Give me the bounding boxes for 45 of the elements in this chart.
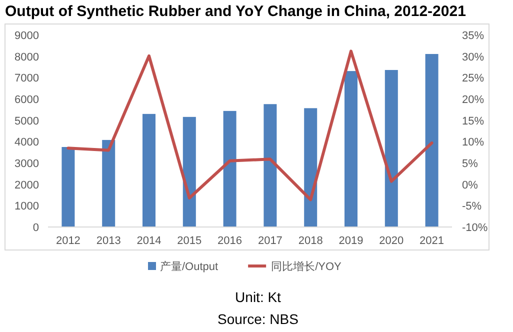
x-tick-label: 2020: [379, 235, 404, 247]
y2-tick-label: -10%: [462, 222, 488, 234]
y2-tick-label: 25%: [462, 72, 484, 85]
y-tick-label: 0: [32, 222, 39, 234]
bar: [304, 108, 318, 227]
y2-tick-label: 20%: [462, 94, 484, 106]
y-tick-label: 4000: [14, 136, 39, 149]
bar: [142, 114, 156, 227]
y-tick-label: 8000: [14, 51, 39, 64]
y2-tick-label: 0%: [462, 179, 478, 192]
y2-tick-label: 15%: [462, 115, 484, 128]
x-tick-label: 2018: [298, 235, 323, 247]
legend-label: 产量/Output: [160, 260, 218, 273]
legend-label: 同比增长/YOY: [271, 260, 342, 273]
y-tick-label: 7000: [14, 72, 39, 85]
chart-title: Output of Synthetic Rubber and YoY Change in China, 2012-2021: [5, 3, 466, 20]
bar: [62, 147, 75, 227]
y2-tick-label: 30%: [462, 51, 484, 64]
x-tick-label: 2019: [338, 235, 364, 247]
y-tick-label: 2000: [14, 179, 39, 192]
x-tick-label: 2015: [177, 235, 202, 247]
bar: [264, 104, 277, 227]
x-tick-label: 2021: [420, 235, 444, 247]
bar: [344, 71, 358, 227]
x-tick-label: 2016: [218, 235, 242, 247]
y2-tick-label: 5%: [462, 158, 478, 170]
y2-tick-label: 35%: [462, 30, 484, 42]
y-tick-label: 1000: [14, 200, 39, 213]
y-tick-label: 9000: [14, 30, 39, 42]
y2-tick-label: 10%: [462, 136, 484, 149]
x-tick-label: 2014: [136, 235, 162, 247]
y-tick-label: 5000: [14, 115, 39, 128]
y2-tick-label: -5%: [462, 200, 482, 213]
bar: [102, 140, 116, 227]
bar: [182, 116, 196, 227]
bar: [223, 110, 236, 227]
x-tick-label: 2012: [56, 235, 80, 247]
y-tick-label: 3000: [14, 158, 39, 170]
y-tick-label: 6000: [14, 94, 39, 106]
source-note: Source: NBS: [218, 311, 298, 327]
x-tick-label: 2017: [258, 235, 282, 247]
bar: [425, 54, 438, 227]
x-tick-label: 2013: [96, 235, 121, 247]
bar: [384, 70, 398, 227]
text: Unit: Kt: [235, 289, 282, 305]
